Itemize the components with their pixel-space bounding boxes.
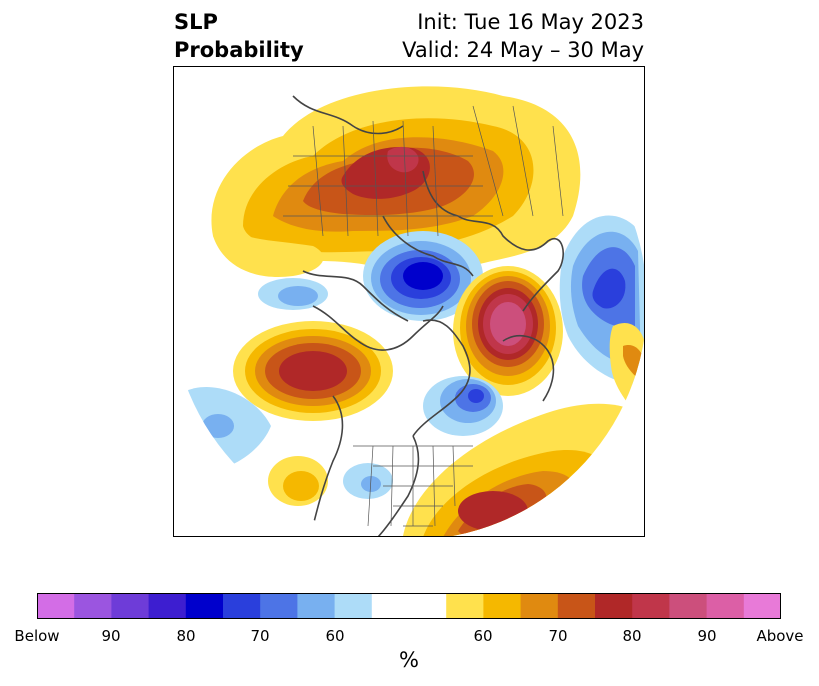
tick-above-70: 70	[548, 627, 568, 645]
tick-below-90: 90	[101, 627, 121, 645]
valid-range: Valid: 24 May – 30 May	[402, 38, 644, 62]
colorbar-unit-label: %	[399, 648, 419, 672]
tick-above-80: 80	[622, 627, 642, 645]
colorbar	[37, 593, 781, 619]
pacific-low-region	[178, 387, 271, 466]
northeast-pacific-high-region	[233, 321, 393, 421]
west-europe-high-region	[213, 231, 324, 277]
tick-below-60: 60	[325, 627, 345, 645]
colorbar-cell	[743, 593, 781, 619]
us-low-region	[343, 463, 393, 499]
colorbar-cell	[371, 593, 410, 619]
tick-above-90: 90	[697, 627, 717, 645]
colorbar-cell	[148, 593, 187, 619]
colorbar-frame	[37, 593, 781, 619]
probability-map	[173, 66, 645, 537]
init-date: Init: Tue 16 May 2023	[417, 10, 644, 34]
colorbar-cell	[260, 593, 298, 619]
coastlines	[292, 95, 564, 537]
colorbar-cell	[446, 593, 484, 619]
map-frame	[173, 66, 645, 537]
title-slp: SLP	[174, 10, 218, 34]
tick-above: Above	[756, 627, 804, 645]
title-right: Init: Tue 16 May 2023 Valid: 24 May – 30…	[402, 8, 644, 64]
colorbar-cell	[409, 593, 447, 619]
barents-low-region	[363, 231, 483, 321]
colorbar-cells	[37, 593, 781, 619]
colorbar-cell	[557, 593, 596, 619]
colorbar-cell	[185, 593, 224, 619]
colorbar-cell	[632, 593, 670, 619]
us-west-high-region	[268, 456, 328, 506]
tick-below: Below	[14, 627, 60, 645]
colorbar-cell	[483, 593, 522, 619]
tick-above-60: 60	[473, 627, 493, 645]
title-probability: Probability	[174, 38, 304, 62]
colorbar-cell	[37, 593, 75, 619]
north-atlantic-low-region	[258, 278, 328, 310]
colorbar-cell	[111, 593, 150, 619]
tick-below-70: 70	[250, 627, 270, 645]
colorbar-cell	[595, 593, 633, 619]
colorbar-cell	[297, 593, 336, 619]
colorbar-cell	[223, 593, 261, 619]
colorbar-cell	[74, 593, 112, 619]
colorbar-cell	[334, 593, 373, 619]
bering-high-region	[453, 266, 563, 396]
colorbar-cell	[520, 593, 559, 619]
colorbar-cell	[669, 593, 708, 619]
title-left: SLP Probability	[174, 8, 304, 64]
colorbar-cell	[706, 593, 745, 619]
hudson-low-region	[423, 376, 503, 436]
boundaries	[283, 105, 564, 527]
tick-below-80: 80	[176, 627, 196, 645]
